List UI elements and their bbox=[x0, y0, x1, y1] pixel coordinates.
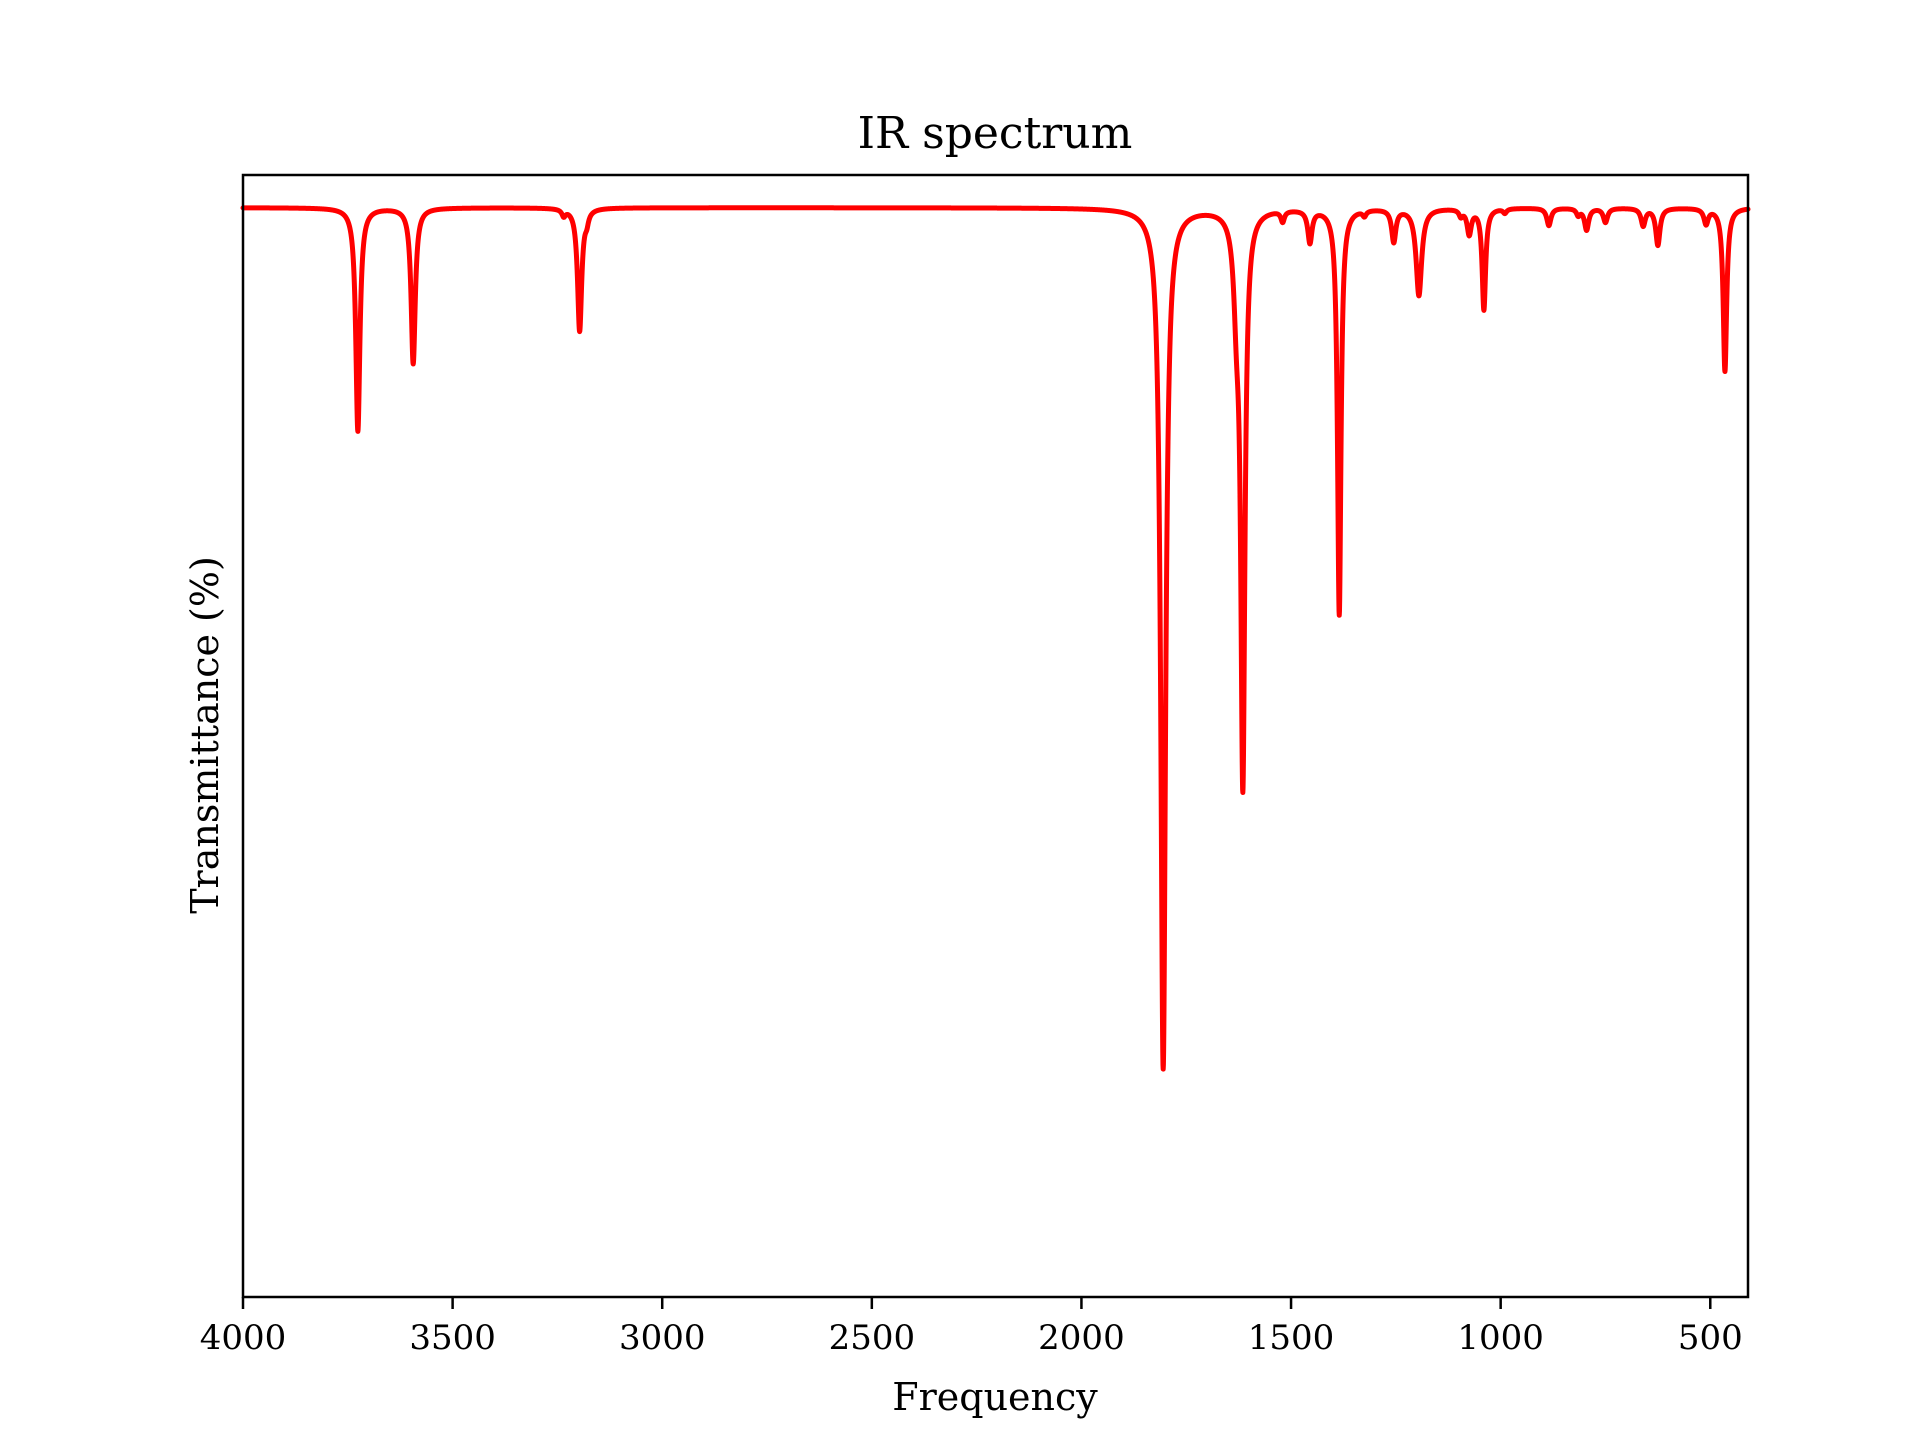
spectrum-series-line bbox=[240, 205, 1751, 1072]
x-tick-label: 3500 bbox=[409, 1318, 496, 1358]
x-tick-label: 2000 bbox=[1038, 1318, 1125, 1358]
x-tick-label: 1500 bbox=[1248, 1318, 1335, 1358]
x-tick-label: 2500 bbox=[829, 1318, 916, 1358]
x-tick-label: 3000 bbox=[619, 1318, 706, 1358]
plot-frame bbox=[241, 173, 1750, 1299]
x-tick-label: 500 bbox=[1678, 1318, 1743, 1358]
x-tick-label: 1000 bbox=[1457, 1318, 1544, 1358]
y-axis-label: Transmittance (%) bbox=[183, 556, 227, 914]
x-axis-label: Frequency bbox=[892, 1375, 1098, 1419]
chart-title: IR spectrum bbox=[858, 108, 1133, 159]
x-tick-label: 4000 bbox=[200, 1318, 287, 1358]
x-axis-ticks: 4000 3500 3000 2500 2000 1500 1000 500 bbox=[200, 1297, 1743, 1358]
